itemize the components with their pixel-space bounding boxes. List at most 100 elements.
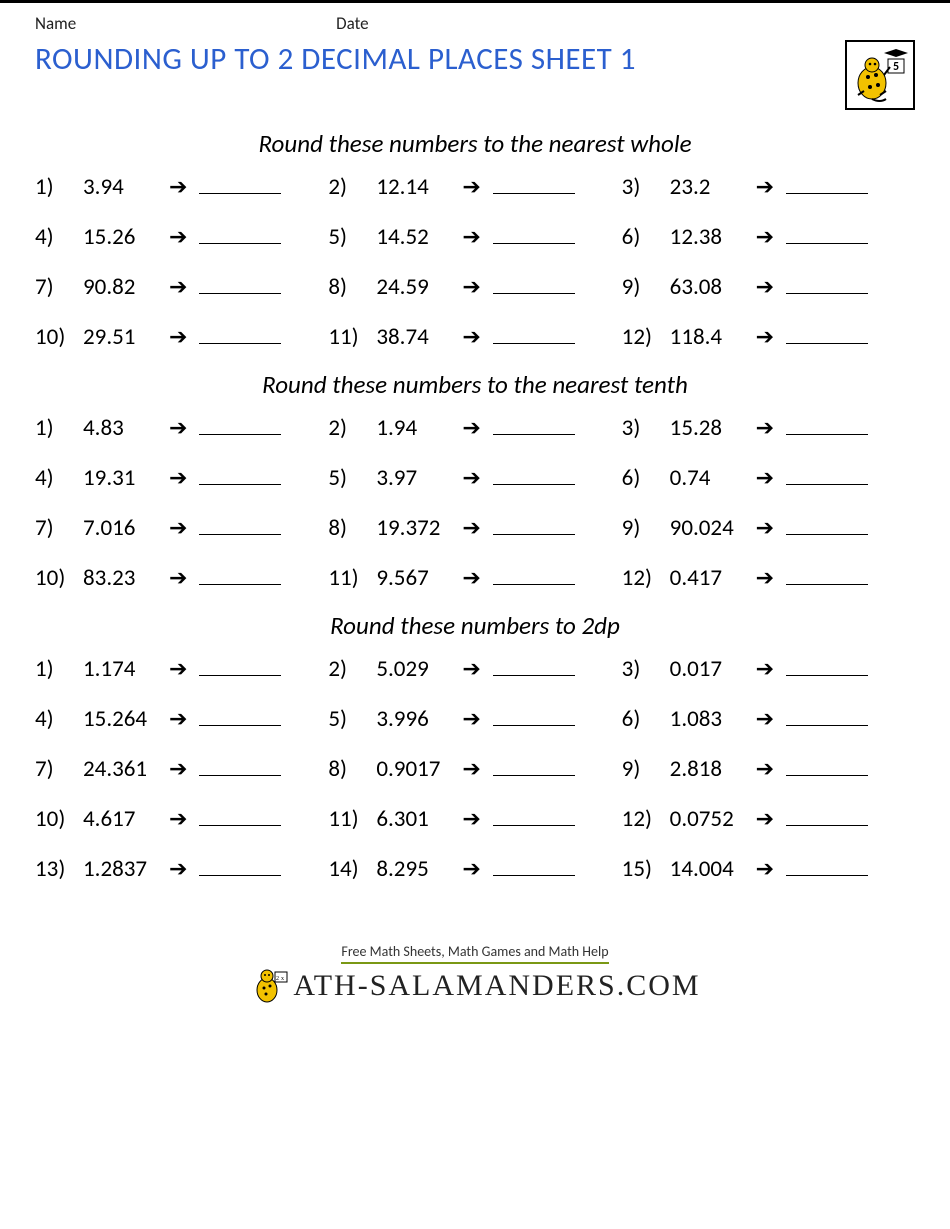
arrow-icon: ➔: [169, 706, 187, 732]
answer-blank[interactable]: [199, 465, 281, 485]
problem-number: 5): [328, 223, 376, 251]
arrow-icon: ➔: [462, 856, 480, 882]
problem: 6)0.74➔: [622, 464, 915, 492]
problem-number: 7): [35, 273, 83, 301]
arrow-icon: ➔: [169, 756, 187, 782]
answer-blank[interactable]: [493, 856, 575, 876]
problem-number: 3): [622, 414, 670, 442]
answer-blank[interactable]: [199, 856, 281, 876]
problem: 8)24.59➔: [328, 273, 621, 301]
answer-blank[interactable]: [786, 465, 868, 485]
problem-value: 15.26: [83, 223, 163, 251]
answer-blank[interactable]: [199, 656, 281, 676]
problem: 9)90.024➔: [622, 514, 915, 542]
arrow-icon: ➔: [462, 415, 480, 441]
arrow-icon: ➔: [169, 415, 187, 441]
answer-blank[interactable]: [493, 565, 575, 585]
arrow-icon: ➔: [462, 515, 480, 541]
answer-blank[interactable]: [786, 415, 868, 435]
footer: Free Math Sheets, Math Games and Math He…: [35, 943, 915, 1006]
problem-number: 12): [622, 323, 670, 351]
problem: 1)1.174➔: [35, 655, 328, 683]
problem-number: 2): [328, 414, 376, 442]
answer-blank[interactable]: [786, 224, 868, 244]
problem: 8)19.372➔: [328, 514, 621, 542]
answer-blank[interactable]: [199, 174, 281, 194]
problem-grid: 1)3.94➔2)12.14➔3)23.2➔4)15.26➔5)14.52➔6)…: [35, 173, 915, 351]
answer-blank[interactable]: [199, 706, 281, 726]
answer-blank[interactable]: [199, 274, 281, 294]
answer-blank[interactable]: [786, 806, 868, 826]
answer-blank[interactable]: [786, 565, 868, 585]
arrow-icon: ➔: [169, 174, 187, 200]
problem-number: 10): [35, 805, 83, 833]
answer-blank[interactable]: [199, 756, 281, 776]
section: Round these numbers to 2dp1)1.174➔2)5.02…: [35, 610, 915, 883]
problem-number: 10): [35, 564, 83, 592]
answer-blank[interactable]: [786, 706, 868, 726]
answer-blank[interactable]: [199, 224, 281, 244]
answer-blank[interactable]: [786, 515, 868, 535]
answer-blank[interactable]: [493, 465, 575, 485]
arrow-icon: ➔: [756, 756, 774, 782]
problem-number: 11): [328, 564, 376, 592]
answer-blank[interactable]: [493, 756, 575, 776]
sections: Round these numbers to the nearest whole…: [35, 128, 915, 883]
problem-number: 7): [35, 755, 83, 783]
problem-value: 9.567: [376, 564, 456, 592]
arrow-icon: ➔: [462, 756, 480, 782]
arrow-icon: ➔: [756, 324, 774, 350]
problem-value: 6.301: [376, 805, 456, 833]
answer-blank[interactable]: [199, 806, 281, 826]
arrow-icon: ➔: [756, 856, 774, 882]
problem: 8)0.9017➔: [328, 755, 621, 783]
problem: 1)4.83➔: [35, 414, 328, 442]
problem-value: 3.996: [376, 705, 456, 733]
answer-blank[interactable]: [493, 174, 575, 194]
answer-blank[interactable]: [493, 224, 575, 244]
arrow-icon: ➔: [462, 224, 480, 250]
problem-number: 11): [328, 805, 376, 833]
problem-grid: 1)4.83➔2)1.94➔3)15.28➔4)19.31➔5)3.97➔6)0…: [35, 414, 915, 592]
arrow-icon: ➔: [756, 565, 774, 591]
problem-number: 9): [622, 755, 670, 783]
problem-value: 1.083: [670, 705, 750, 733]
answer-blank[interactable]: [493, 806, 575, 826]
answer-blank[interactable]: [786, 856, 868, 876]
problem: 14)8.295➔: [328, 855, 621, 883]
problem-value: 0.74: [670, 464, 750, 492]
problem-number: 8): [328, 273, 376, 301]
problem: 4)15.264➔: [35, 705, 328, 733]
problem-number: 8): [328, 755, 376, 783]
problem-value: 4.83: [83, 414, 163, 442]
arrow-icon: ➔: [756, 706, 774, 732]
answer-blank[interactable]: [199, 324, 281, 344]
answer-blank[interactable]: [786, 174, 868, 194]
answer-blank[interactable]: [493, 656, 575, 676]
answer-blank[interactable]: [199, 565, 281, 585]
problem-value: 0.9017: [376, 755, 456, 783]
answer-blank[interactable]: [786, 274, 868, 294]
section: Round these numbers to the nearest whole…: [35, 128, 915, 351]
problem-number: 6): [622, 223, 670, 251]
answer-blank[interactable]: [493, 515, 575, 535]
problem-value: 63.08: [670, 273, 750, 301]
answer-blank[interactable]: [786, 324, 868, 344]
answer-blank[interactable]: [493, 324, 575, 344]
arrow-icon: ➔: [462, 174, 480, 200]
answer-blank[interactable]: [493, 274, 575, 294]
problem: 12)0.0752➔: [622, 805, 915, 833]
answer-blank[interactable]: [493, 415, 575, 435]
problem-grid: 1)1.174➔2)5.029➔3)0.017➔4)15.264➔5)3.996…: [35, 655, 915, 883]
problem: 12)118.4➔: [622, 323, 915, 351]
answer-blank[interactable]: [786, 756, 868, 776]
problem: 4)19.31➔: [35, 464, 328, 492]
problem: 5)3.97➔: [328, 464, 621, 492]
answer-blank[interactable]: [786, 656, 868, 676]
answer-blank[interactable]: [493, 706, 575, 726]
answer-blank[interactable]: [199, 415, 281, 435]
problem-value: 29.51: [83, 323, 163, 351]
problem-value: 12.38: [670, 223, 750, 251]
problem-number: 5): [328, 705, 376, 733]
answer-blank[interactable]: [199, 515, 281, 535]
